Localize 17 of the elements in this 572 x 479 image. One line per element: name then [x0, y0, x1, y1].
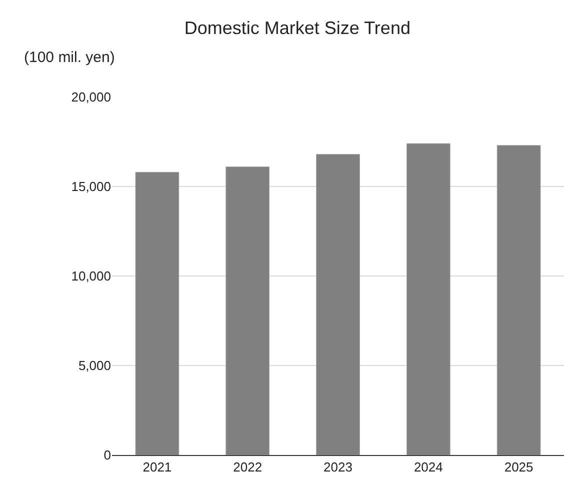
bar: [496, 145, 541, 455]
x-tick-label: 2025: [504, 460, 534, 475]
bar: [226, 166, 270, 455]
x-tick-label: 2022: [233, 460, 262, 475]
y-tick-label: 0: [104, 448, 111, 463]
y-tick-label: 10,000: [71, 268, 111, 284]
bar: [406, 143, 450, 455]
chart-title: Domestic Market Size Trend: [184, 18, 410, 38]
bar: [135, 172, 180, 455]
y-tick-label: 20,000: [71, 90, 111, 105]
x-tick-label: 2024: [414, 460, 443, 475]
x-tick-label: 2021: [142, 460, 172, 475]
y-axis-title: (100 mil. yen): [24, 49, 115, 66]
x-tick-label: 2023: [324, 460, 352, 475]
bar: [316, 154, 360, 455]
y-tick-label: 5,000: [78, 358, 111, 374]
y-tick-label: 15,000: [71, 179, 111, 194]
